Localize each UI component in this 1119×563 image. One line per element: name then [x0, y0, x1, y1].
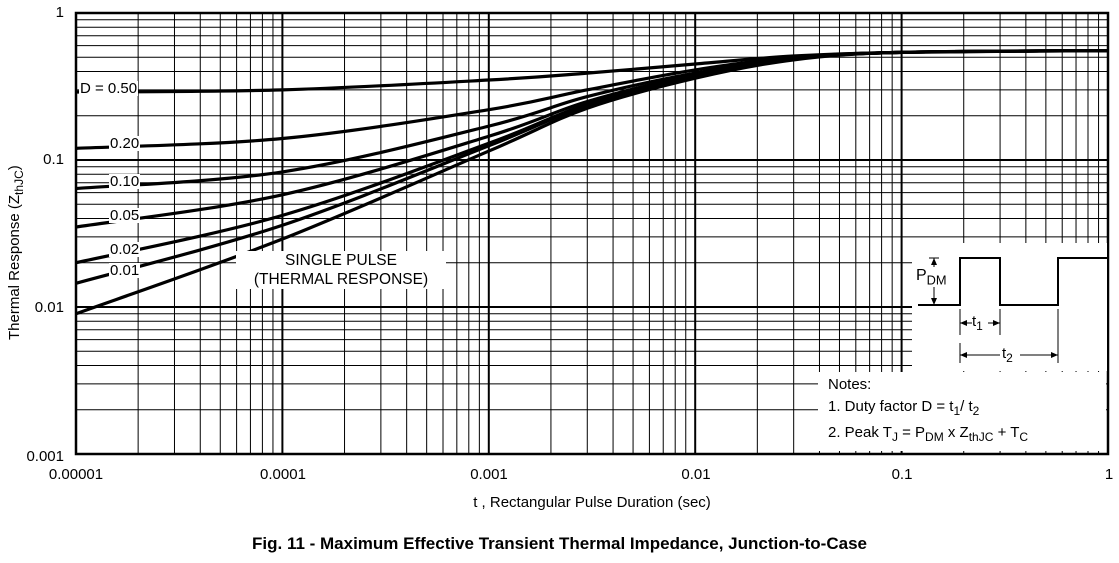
- series-label-d002: 0.02: [109, 241, 141, 258]
- y-tick-1: 1: [55, 4, 64, 21]
- series-label-d050: D = 0.50: [79, 80, 139, 97]
- single-pulse-line2: (THERMAL RESPONSE): [253, 271, 429, 288]
- note-1: 1. Duty factor D = t1/ t2: [828, 398, 980, 419]
- plot-frame: [74, 11, 1110, 456]
- series-label-d005: 0.05: [109, 207, 141, 224]
- x-tick-0.001: 0.001: [470, 466, 508, 483]
- single-pulse-line1: SINGLE PULSE: [285, 252, 397, 269]
- series-line-6: [75, 48, 1109, 316]
- series-label-d010: 0.10: [109, 173, 141, 190]
- x-tick-0.01: 0.01: [681, 466, 711, 483]
- series-line-3: [75, 48, 1109, 229]
- x-tick-0.0001: 0.0001: [260, 466, 306, 483]
- t1-label: t1: [972, 313, 983, 334]
- y-axis-label-wrap: Thermal Response (ZthJC): [6, 165, 28, 350]
- x-tick-0.00001: 0.00001: [48, 466, 104, 483]
- x-tick-1: 1: [1104, 466, 1114, 483]
- y-tick-0.1: 0.1: [43, 151, 64, 168]
- y-axis-label: Thermal Response (ZthJC): [6, 165, 27, 340]
- notes-box: Notes: 1. Duty factor D = t1/ t2 2. Peak…: [818, 372, 1106, 451]
- pulse-waveform: [918, 257, 1107, 363]
- single-pulse-label: SINGLE PULSE (THERMAL RESPONSE): [236, 251, 446, 289]
- notes-title: Notes:: [828, 376, 872, 393]
- y-tick-0.01: 0.01: [34, 299, 64, 316]
- figure-caption: Fig. 11 - Maximum Effective Transient Th…: [252, 534, 867, 553]
- x-axis-label: t , Rectangular Pulse Duration (sec): [473, 494, 711, 511]
- pulse-diagram: PDM t1 t2: [912, 243, 1107, 371]
- series-label-d001: 0.01: [109, 262, 141, 279]
- pdm-label: PDM: [916, 267, 947, 288]
- t2-label: t2: [1002, 345, 1013, 366]
- y-tick-0.001: 0.001: [26, 448, 64, 465]
- x-tick-0.1: 0.1: [891, 466, 913, 483]
- series-line-4: [75, 48, 1109, 265]
- note-2: 2. Peak TJ = PDM x ZthJC + TC: [828, 424, 1029, 445]
- series-label-d020: 0.20: [109, 135, 141, 152]
